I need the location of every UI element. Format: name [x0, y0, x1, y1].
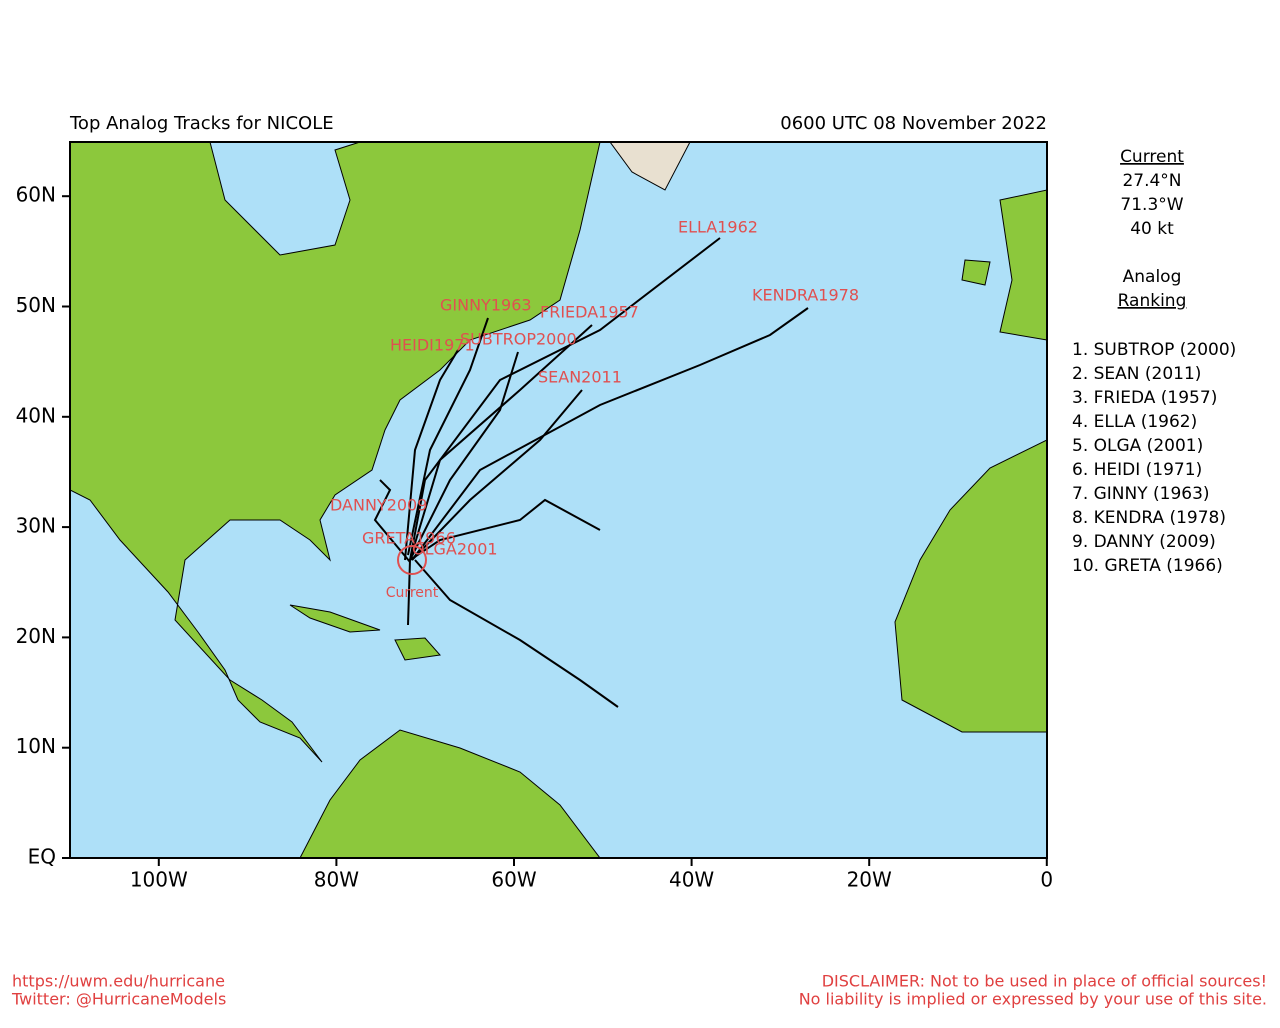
track-label: DANNY2009: [330, 496, 427, 515]
lon-label: 0: [1040, 868, 1053, 892]
current-label: Current: [386, 585, 439, 601]
lon-label: 20W: [847, 868, 892, 892]
track-label: OLGA2001: [412, 540, 498, 559]
footer-right: No liability is implied or expressed by …: [799, 990, 1267, 1009]
ranking-entry: 6. HEIDI (1971): [1072, 460, 1202, 480]
track-label: ELLA1962: [678, 218, 758, 237]
track-label: SUBTROP2000: [460, 330, 577, 349]
track-label: GINNY1963: [440, 296, 532, 315]
track-label: SEAN2011: [538, 368, 622, 387]
current-wind: 40 kt: [1130, 219, 1174, 239]
lon-label: 80W: [314, 868, 359, 892]
footer-left: https://uwm.edu/hurricane: [12, 972, 225, 991]
track-label: GRETA1966: [362, 529, 456, 548]
lat-label: 30N: [16, 514, 56, 538]
lat-label: EQ: [28, 845, 56, 869]
ranking-entry: 8. KENDRA (1978): [1072, 508, 1226, 528]
lon-label: 40W: [669, 868, 714, 892]
current-heading: Current: [1120, 147, 1184, 167]
current-lat: 27.4°N: [1122, 171, 1181, 191]
ranking-entry: 4. ELLA (1962): [1072, 412, 1197, 432]
footer-right: DISCLAIMER: Not to be used in place of o…: [822, 972, 1267, 991]
footer-left: Twitter: @HurricaneModels: [11, 990, 226, 1009]
map: [70, 142, 1047, 858]
ranking-entry: 3. FRIEDA (1957): [1072, 388, 1217, 408]
ranking-entry: 9. DANNY (2009): [1072, 532, 1216, 552]
time: 0600 UTC 08 November 2022: [780, 113, 1047, 134]
ranking-entry: 1. SUBTROP (2000): [1072, 340, 1236, 360]
ranking-entry: 2. SEAN (2011): [1072, 364, 1201, 384]
track-label: FRIEDA1957: [540, 303, 639, 322]
map-frame: [69, 141, 1048, 859]
ranking-entry: 10. GRETA (1966): [1072, 556, 1223, 576]
lat-label: 10N: [16, 734, 56, 758]
lon-label: 60W: [491, 868, 536, 892]
lat-label: 20N: [16, 624, 56, 648]
ranking-entry: 7. GINNY (1963): [1072, 484, 1210, 504]
lon-label: 100W: [130, 868, 188, 892]
current-lon: 71.3°W: [1120, 195, 1183, 215]
analog-heading: Analog: [1123, 267, 1182, 287]
lat-label: 50N: [16, 293, 56, 317]
lat-label: 60N: [16, 183, 56, 207]
title: Top Analog Tracks for NICOLE: [69, 113, 334, 134]
track-label: HEIDI1971: [390, 336, 475, 355]
analog-heading: Ranking: [1118, 291, 1187, 311]
ranking-entry: 5. OLGA (2001): [1072, 436, 1203, 456]
lat-label: 40N: [16, 403, 56, 427]
track-label: KENDRA1978: [752, 286, 859, 305]
